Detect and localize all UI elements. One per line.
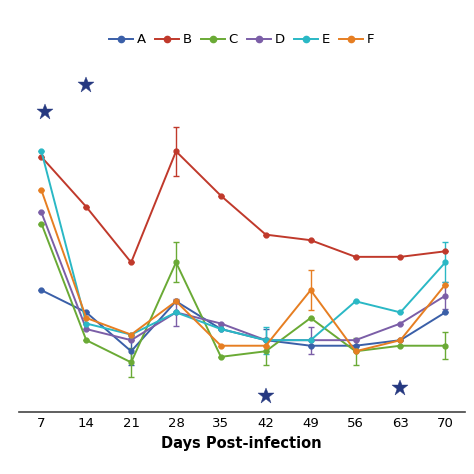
Legend: A, B, C, D, E, F: A, B, C, D, E, F [103,28,380,52]
X-axis label: Days Post-infection: Days Post-infection [162,436,322,451]
